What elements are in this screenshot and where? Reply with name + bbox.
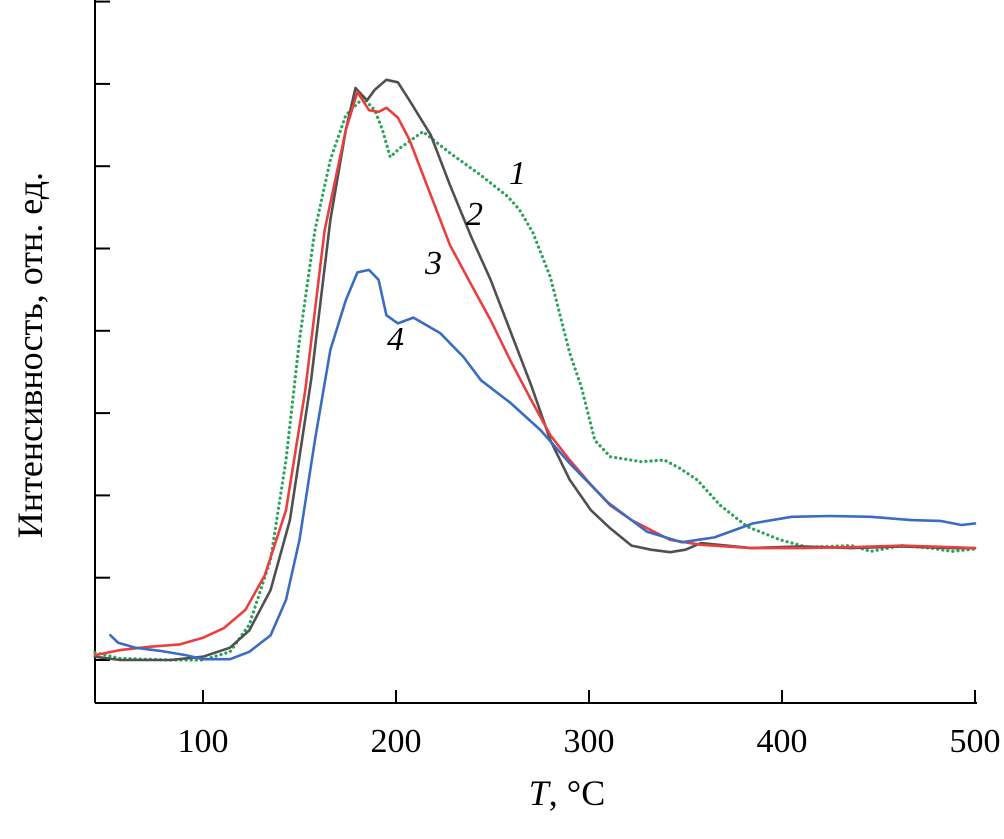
x-tick-label: 200 (371, 723, 422, 760)
x-tick-label: 100 (178, 723, 229, 760)
curve-label-1: 1 (509, 155, 526, 192)
series-3-line (93, 90, 977, 657)
y-axis-label: Интенсивность, отн. ед. (10, 171, 50, 539)
x-axis-variable: T (528, 773, 549, 813)
x-tick-label: 400 (757, 723, 808, 760)
x-axis-label: T, °C (529, 772, 605, 814)
series-1-line (93, 96, 977, 662)
series-2-line (93, 78, 977, 662)
curves (93, 78, 977, 662)
x-axis-unit: , °C (548, 773, 606, 813)
curve-label-3: 3 (425, 245, 442, 282)
x-tick-label: 500 (950, 723, 1001, 760)
curve-label-4: 4 (387, 321, 404, 358)
axes: 100 200 300 400 500 (94, 0, 1001, 760)
x-tick-label: 300 (564, 723, 615, 760)
curve-label-2: 2 (466, 196, 483, 233)
series-4-line (109, 268, 977, 661)
